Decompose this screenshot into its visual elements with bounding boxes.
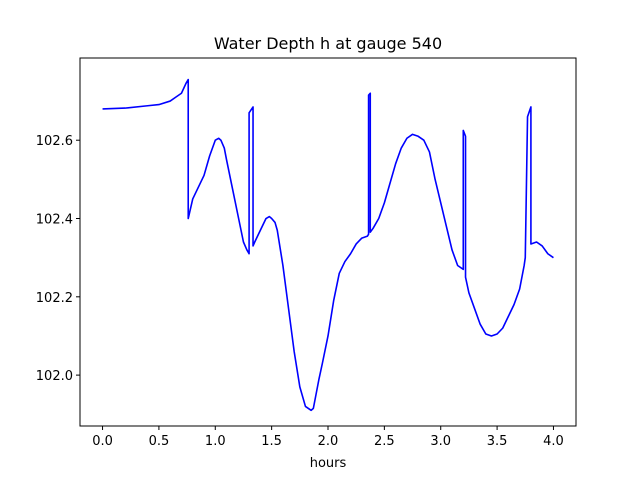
x-tick-label: 0.0 <box>92 434 113 449</box>
chart-title: Water Depth h at gauge 540 <box>214 34 442 53</box>
x-tick-label: 2.0 <box>318 434 339 449</box>
x-tick-label: 4.0 <box>543 434 564 449</box>
y-tick-label: 102.2 <box>36 291 73 306</box>
y-tick-label: 102.0 <box>36 369 73 384</box>
x-tick-label: 2.5 <box>374 434 395 449</box>
y-tick-label: 102.4 <box>36 213 73 228</box>
series-line-0 <box>102 78 554 412</box>
x-tick-label: 1.5 <box>261 434 282 449</box>
x-tick-label: 1.0 <box>205 434 226 449</box>
tick-layer: 0.0 0.5 1.0 1.5 2.0 2.5 3.0 3.5 4.0 102.0 102.2 102… <box>36 134 564 449</box>
y-tick-label: 102.6 <box>36 134 73 149</box>
x-tick-label: 3.5 <box>487 434 508 449</box>
x-tick-label: 0.5 <box>149 434 170 449</box>
x-tick-label: 3.0 <box>430 434 451 449</box>
x-axis-label: hours <box>310 456 347 471</box>
plot-area <box>102 78 554 412</box>
